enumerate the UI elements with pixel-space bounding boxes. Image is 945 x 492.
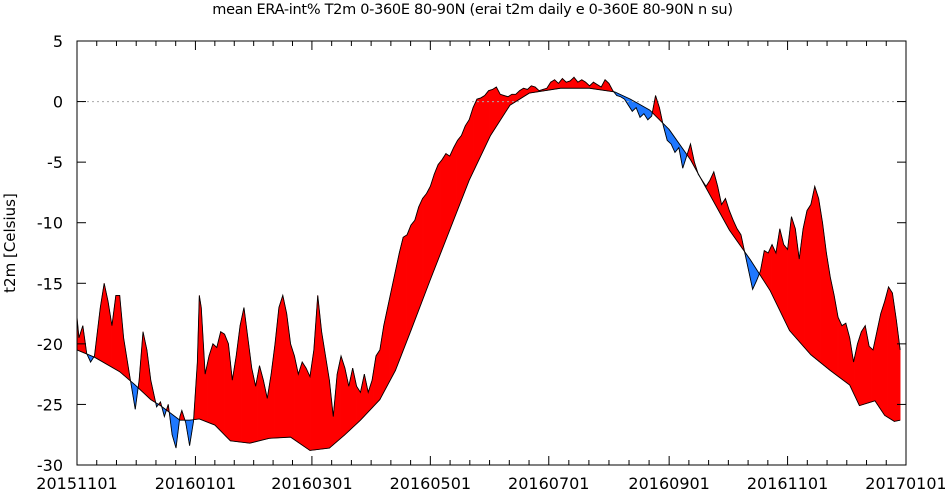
y-tick-label: -10	[37, 214, 63, 233]
y-tick-label: -20	[37, 335, 63, 354]
anomaly-fill	[76, 76, 901, 452]
y-tick-label: 5	[53, 32, 63, 51]
x-tick-label: 20161101	[747, 474, 828, 492]
y-tick-label: -30	[37, 456, 63, 475]
y-tick-label: 0	[53, 93, 63, 112]
y-tick-label: -5	[47, 153, 63, 172]
y-tick-label: -25	[37, 395, 63, 414]
x-tick-label: 20170101	[865, 474, 945, 492]
x-tick-label: 20160501	[390, 474, 471, 492]
y-tick-label: -15	[37, 274, 63, 293]
y-axis: 5 0 -5 -10 -15 -20 -25 -30	[37, 32, 906, 475]
y-axis-label: t2m [Celsius]	[1, 193, 19, 293]
chart-title: mean ERA-int% T2m 0-360E 80-90N (erai t2…	[212, 2, 733, 18]
x-tick-label: 20160101	[155, 474, 236, 492]
climatology-line	[76, 87, 901, 451]
x-tick-label: 20160701	[508, 474, 589, 492]
plot-frame	[76, 40, 907, 466]
x-tick-label: 20151101	[36, 474, 117, 492]
x-axis: 20151101 20160101 20160301 20160501 20160701…	[36, 41, 945, 492]
x-tick-label: 20160301	[271, 474, 352, 492]
observed-line	[76, 76, 901, 449]
x-tick-label: 20160901	[628, 474, 709, 492]
